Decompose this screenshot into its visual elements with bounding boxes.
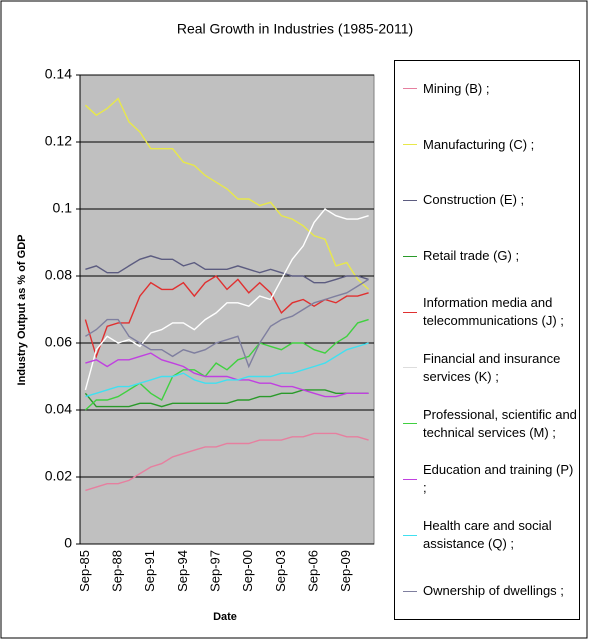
legend-swatch [403, 478, 417, 480]
legend-label: Manufacturing (C) ; [423, 136, 535, 152]
legend-swatch [403, 88, 417, 90]
legend-entry: Financial and insurance services (K) ; [395, 340, 579, 396]
series-line [85, 352, 369, 398]
y-tick-label: 0.14 [45, 66, 72, 82]
legend-label: Retail trade (G) ; [423, 248, 520, 264]
y-tick-label: 0.08 [45, 267, 72, 283]
series-line [85, 342, 369, 398]
legend-label: Ownership of dwellings ; [423, 583, 564, 599]
series-line [84, 97, 370, 290]
legend-entry: Retail trade (G) ; [395, 228, 579, 284]
legend-entry: Professional, scientific and technical s… [395, 396, 579, 452]
legend-swatch [403, 255, 417, 257]
series-line [85, 278, 369, 369]
legend: Mining (B) ; Manufacturing (C) ; Construct… [394, 60, 580, 620]
legend-label: Financial and insurance services (K) ; [423, 350, 561, 384]
legend-entry: Ownership of dwellings ; [395, 563, 579, 619]
y-tick-label: 0.06 [45, 334, 72, 350]
legend-label: Professional, scientific and technical s… [423, 406, 577, 440]
legend-label: Education and training (P) ; [423, 462, 574, 496]
legend-swatch [403, 590, 417, 592]
y-axis-label: Industry Output as % of GDP [16, 235, 28, 386]
legend-entry: Education and training (P) ; [395, 452, 579, 508]
y-tick-label: 0 [64, 535, 72, 551]
legend-entry: Construction (E) ; [395, 173, 579, 229]
legend-entry: Mining (B) ; [395, 61, 579, 117]
legend-swatch [403, 144, 417, 146]
x-tick-label: Sep-00 [240, 550, 255, 592]
legend-label: Mining (B) ; [423, 80, 490, 96]
series-line [84, 389, 369, 408]
series-line [85, 255, 369, 284]
x-axis-label: Date [213, 611, 237, 623]
legend-entry: Information media and telecommunications… [395, 284, 579, 340]
legend-swatch [403, 534, 417, 536]
legend-label: Information media and telecommunications… [423, 295, 564, 329]
legend-entry: Manufacturing (C) ; [395, 117, 579, 173]
y-tick-label: 0.1 [53, 200, 73, 216]
legend-label: Health care and social assistance (Q) ; [423, 518, 552, 552]
legend-label: Construction (E) ; [423, 192, 525, 208]
x-tick-label: Sep-06 [306, 550, 321, 592]
plot-area [79, 74, 375, 545]
y-tick-label: 0.12 [45, 133, 72, 149]
legend-swatch [403, 311, 417, 313]
series-line [84, 275, 369, 359]
series-line [85, 432, 369, 492]
x-tick-label: Sep-94 [175, 550, 190, 592]
series-line [84, 318, 369, 411]
legend-entry: Health care and social assistance (Q) ; [395, 507, 579, 563]
series-line [84, 208, 369, 391]
x-tick-label: Sep-97 [208, 550, 223, 592]
y-tick-label: 0.02 [45, 468, 72, 484]
legend-swatch [403, 423, 417, 425]
y-tick-label: 0.04 [45, 401, 72, 417]
legend-swatch [403, 199, 417, 201]
x-tick-label: Sep-03 [273, 550, 288, 592]
x-tick-label: Sep-91 [142, 550, 157, 592]
x-tick-label: Sep-09 [338, 550, 353, 592]
x-tick-label: Sep-88 [110, 550, 125, 592]
legend-swatch [403, 367, 417, 369]
x-tick-label: Sep-85 [77, 550, 92, 592]
chart-title: Real Growth in Industries (1985-2011) [177, 21, 413, 37]
